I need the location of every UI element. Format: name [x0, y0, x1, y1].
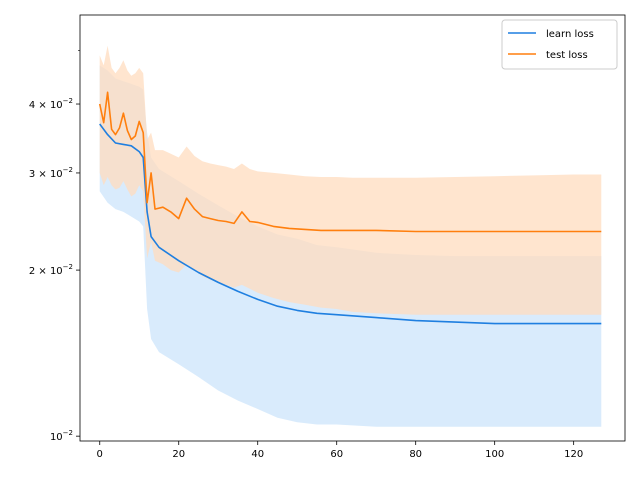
- x-axis-ticks: 0 20 40 60 80 100 120: [97, 441, 583, 460]
- y-tick-label: 4 × 10−2: [29, 97, 73, 111]
- x-tick-label: 100: [485, 449, 504, 460]
- plot-area: [98, 45, 602, 427]
- y-tick-label: 3 × 10−2: [29, 166, 73, 180]
- series-lines: [98, 91, 602, 325]
- x-tick-label: 0: [97, 449, 103, 460]
- x-tick-label: 120: [564, 449, 583, 460]
- test-loss-line: [98, 91, 602, 233]
- x-tick-label: 80: [409, 449, 422, 460]
- x-tick-label: 20: [172, 449, 185, 460]
- x-tick-label: 60: [330, 449, 343, 460]
- axes-frame: [79, 14, 626, 442]
- y-tick-label: 2 × 10−2: [29, 263, 73, 277]
- legend-label-test-loss: test loss: [546, 50, 588, 61]
- test-loss-band: [99, 45, 602, 315]
- legend-label-learn-loss: learn loss: [546, 29, 594, 40]
- legend: learn loss test loss: [501, 19, 618, 70]
- y-axis-ticks: 10−2 2 × 10−2 3 × 10−2 4 × 10−2: [29, 50, 80, 443]
- legend-box: [501, 19, 618, 70]
- learn-loss-line: [99, 123, 602, 325]
- confidence-bands: [99, 45, 602, 427]
- learn-loss-band: [99, 65, 602, 427]
- y-tick-label: 10−2: [50, 429, 73, 443]
- x-tick-label: 40: [251, 449, 264, 460]
